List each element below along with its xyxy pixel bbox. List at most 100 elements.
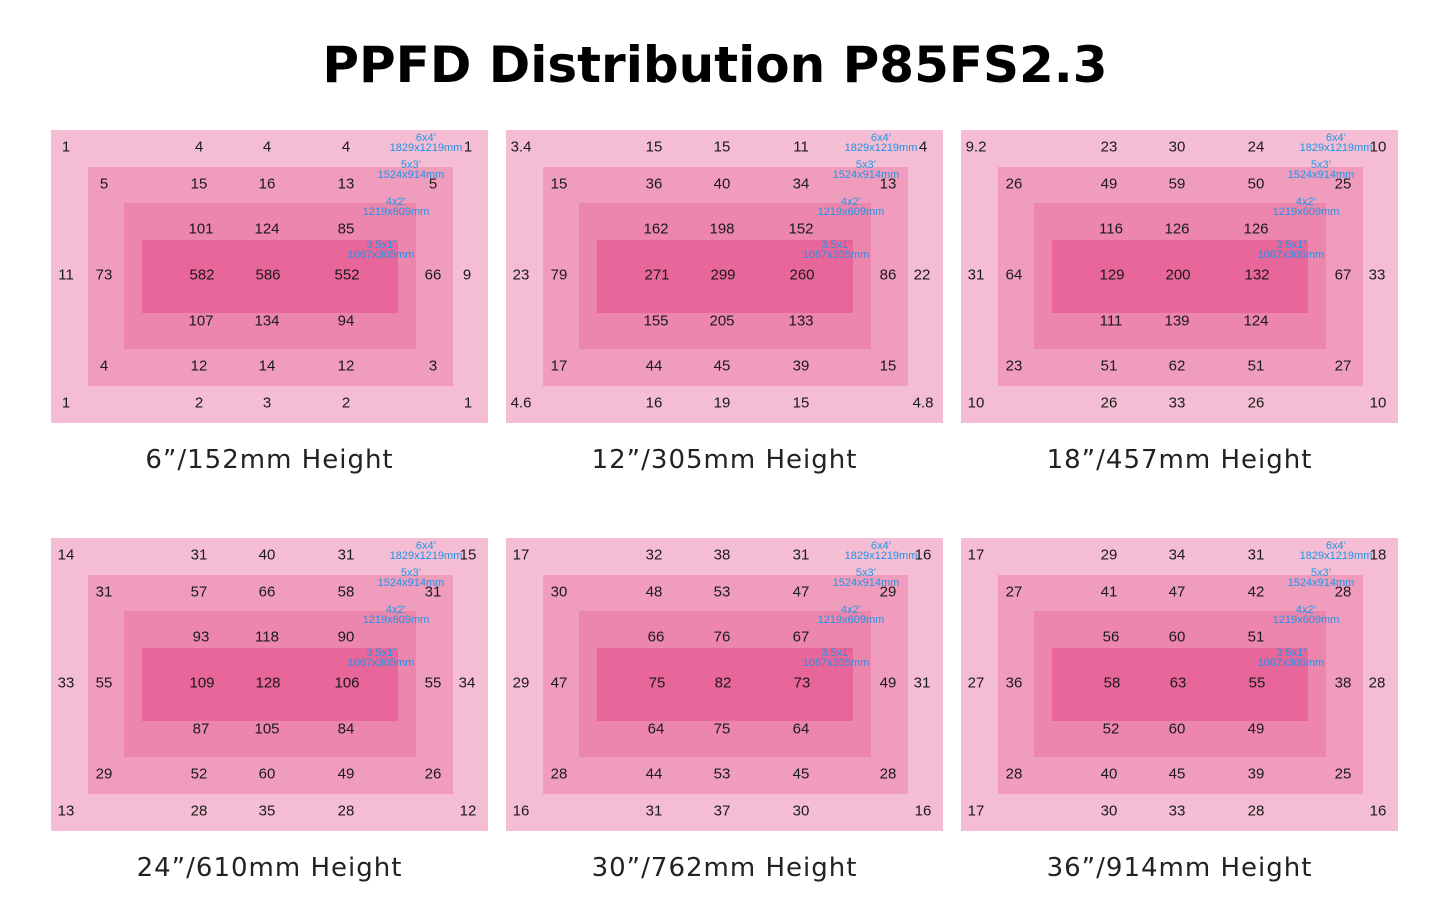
zone-size-metric: 1524x914mm xyxy=(832,169,900,181)
zone-size-label: 6x4’ 1829x1219mm xyxy=(1300,133,1373,154)
ppfd-value: 49 xyxy=(337,765,355,783)
ppfd-value: 34 xyxy=(1168,546,1186,564)
ppfd-value: 14 xyxy=(258,357,276,375)
ppfd-value: 27 xyxy=(1005,583,1023,601)
ppfd-value: 60 xyxy=(1168,628,1186,646)
zone-size-imperial: 5x3’ xyxy=(400,567,422,579)
ppfd-value: 12 xyxy=(190,357,208,375)
ppfd-value: 13 xyxy=(879,175,897,193)
zone-size-imperial: 6x4’ xyxy=(1325,540,1347,552)
ppfd-value: 13 xyxy=(337,175,355,193)
zone-size-label: 5x3’ 1524x914mm xyxy=(378,567,445,589)
ppfd-value: 51 xyxy=(1247,628,1265,646)
coverage-zone-4 xyxy=(597,648,853,721)
ppfd-value: 26 xyxy=(1005,175,1023,193)
ppfd-value: 12 xyxy=(337,357,355,375)
zone-size-label: 3.5x1’ 1067x305mm xyxy=(803,648,870,669)
ppfd-value: 17 xyxy=(550,357,568,375)
ppfd-value: 51 xyxy=(1100,357,1118,375)
ppfd-value: 58 xyxy=(337,583,355,601)
ppfd-value: 51 xyxy=(1247,357,1265,375)
zone-size-label: 4x2’ 1219x609mm xyxy=(818,605,885,626)
ppfd-value: 16 xyxy=(258,175,276,193)
ppfd-panel: 9.2 23 30 24 10 26 49 59 50 25 116 126 126 31 64 129 200… xyxy=(961,130,1398,423)
ppfd-value: 31 xyxy=(913,674,931,692)
zone-size-label: 6x4’ 1829x1219mm xyxy=(844,133,918,154)
ppfd-value: 40 xyxy=(1100,765,1118,783)
ppfd-value: 134 xyxy=(254,312,280,330)
coverage-zone-4 xyxy=(1052,648,1308,721)
ppfd-value: 45 xyxy=(713,357,731,375)
ppfd-value: 299 xyxy=(710,266,736,284)
ppfd-value: 28 xyxy=(1368,674,1386,692)
ppfd-value: 64 xyxy=(792,720,810,738)
ppfd-value: 36 xyxy=(645,175,663,193)
ppfd-panel: 14 31 40 31 15 31 57 66 58 31 93 118 90 33 55 109 128 106… xyxy=(51,538,488,831)
ppfd-value: 57 xyxy=(190,583,208,601)
ppfd-value: 19 xyxy=(713,394,731,412)
ppfd-value: 10 xyxy=(1369,138,1387,156)
zone-size-label: 5x3’ 1524x914mm xyxy=(1287,568,1355,589)
ppfd-value: 60 xyxy=(1168,720,1186,738)
ppfd-value: 55 xyxy=(95,674,113,692)
ppfd-value: 47 xyxy=(1168,583,1186,601)
zone-size-label: 4x2’ 1219x609mm xyxy=(363,605,430,626)
ppfd-value: 33 xyxy=(1168,802,1186,820)
ppfd-panel: 3.4 15 15 11 4 15 36 40 34 13 162 198 152 23 79 271 299 2… xyxy=(506,130,943,423)
zone-size-label: 5x3’ 1524x914mm xyxy=(832,160,900,181)
ppfd-value: 38 xyxy=(713,546,731,564)
zone-size-metric: 1829x1219mm xyxy=(844,142,918,154)
ppfd-value: 107 xyxy=(188,312,214,330)
ppfd-value: 10 xyxy=(967,394,985,412)
zone-size-label: 3.5x1’ 1067x305mm xyxy=(803,240,870,261)
ppfd-value: 126 xyxy=(1243,220,1269,238)
zone-size-metric: 1829x1219mm xyxy=(389,142,463,154)
ppfd-value: 90 xyxy=(337,628,355,646)
ppfd-value: 42 xyxy=(1247,583,1265,601)
ppfd-value: 26 xyxy=(1100,394,1118,412)
ppfd-value: 15 xyxy=(550,175,568,193)
ppfd-value: 59 xyxy=(1168,175,1186,193)
ppfd-value: 25 xyxy=(1334,175,1352,193)
ppfd-value: 28 xyxy=(879,765,897,783)
ppfd-value: 16 xyxy=(914,546,932,564)
ppfd-value: 56 xyxy=(1102,628,1120,646)
ppfd-value: 118 xyxy=(255,628,279,646)
ppfd-value: 15 xyxy=(792,394,810,412)
ppfd-value: 32 xyxy=(645,546,663,564)
ppfd-value: 11 xyxy=(793,138,809,156)
ppfd-value: 37 xyxy=(713,802,731,820)
ppfd-value: 76 xyxy=(713,628,731,646)
height-caption: 30”/762mm Height xyxy=(591,853,858,883)
ppfd-value: 44 xyxy=(645,765,663,783)
zone-size-label: 3.5x1’ 1067x305mm xyxy=(348,648,415,669)
ppfd-value: 73 xyxy=(793,674,811,692)
ppfd-value: 5 xyxy=(428,175,438,193)
ppfd-value: 47 xyxy=(550,674,568,692)
ppfd-value: 271 xyxy=(644,266,670,284)
ppfd-value: 552 xyxy=(334,266,360,284)
ppfd-value: 60 xyxy=(258,765,276,783)
zone-size-imperial: 3.5x1’ xyxy=(1276,647,1306,659)
zone-size-metric: 1067x305mm xyxy=(1257,249,1325,261)
zone-size-metric: 1524x914mm xyxy=(1287,577,1355,589)
ppfd-value: 29 xyxy=(512,674,530,692)
ppfd-value: 45 xyxy=(792,765,810,783)
zone-size-metric: 1219x609mm xyxy=(817,206,885,218)
zone-size-imperial: 5x3’ xyxy=(400,159,422,171)
height-caption: 36”/914mm Height xyxy=(1046,853,1313,883)
ppfd-value: 75 xyxy=(648,674,666,692)
zone-size-label: 6x4’ 1829x1219mm xyxy=(389,133,463,154)
ppfd-value: 106 xyxy=(334,674,360,692)
ppfd-value: 16 xyxy=(914,802,932,820)
zone-size-metric: 1219x609mm xyxy=(1272,206,1340,218)
ppfd-value: 31 xyxy=(1247,546,1265,564)
ppfd-value: 1 xyxy=(61,394,71,412)
ppfd-value: 124 xyxy=(254,220,280,238)
ppfd-value: 198 xyxy=(709,220,735,238)
ppfd-panel: 17 29 34 31 18 27 41 47 42 28 56 60 51 27 36 58 63 55 38 28… xyxy=(961,538,1398,831)
ppfd-value: 116 xyxy=(1099,220,1123,238)
ppfd-value: 66 xyxy=(258,583,276,601)
ppfd-value: 30 xyxy=(550,583,568,601)
ppfd-value: 28 xyxy=(337,802,355,820)
